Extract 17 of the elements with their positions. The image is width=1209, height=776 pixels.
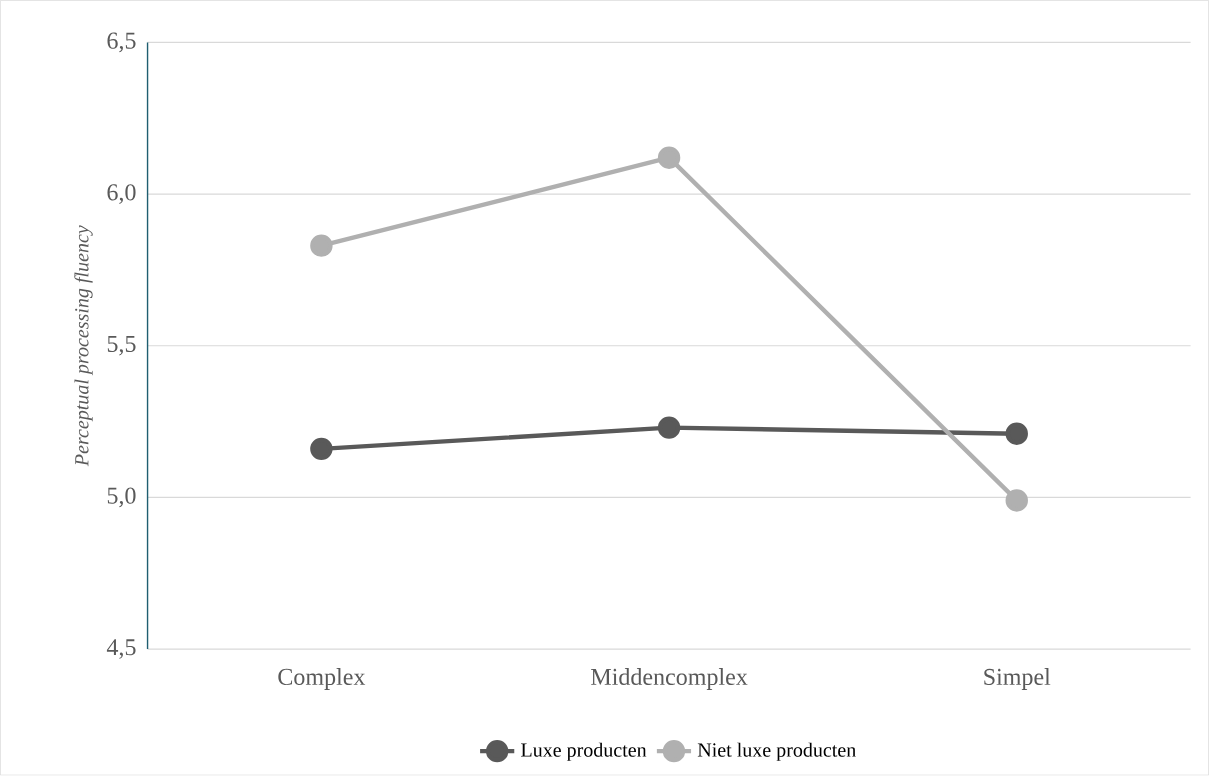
y-tick-label: 6,0	[107, 184, 136, 205]
point	[657, 416, 681, 440]
y-tick-label: 6,5	[107, 32, 136, 53]
y-tick-label: 4,5	[106, 639, 136, 660]
legend-label: Luxe producten	[521, 742, 647, 762]
legend-label: Niet luxe producten	[697, 742, 856, 762]
point	[657, 146, 681, 170]
point	[1005, 489, 1028, 512]
x-tick-label: Complex	[278, 668, 366, 691]
y-axis-title: Perceptual processing fluency	[74, 225, 93, 467]
point	[310, 437, 333, 461]
y-tick-label: 5,0	[107, 487, 136, 508]
x-tick-label: Simpel	[984, 668, 1051, 691]
point	[310, 234, 333, 258]
x-tick-label: Middencomplex	[591, 668, 748, 691]
point	[1005, 422, 1028, 446]
y-tick-label: 5,5	[107, 336, 136, 356]
